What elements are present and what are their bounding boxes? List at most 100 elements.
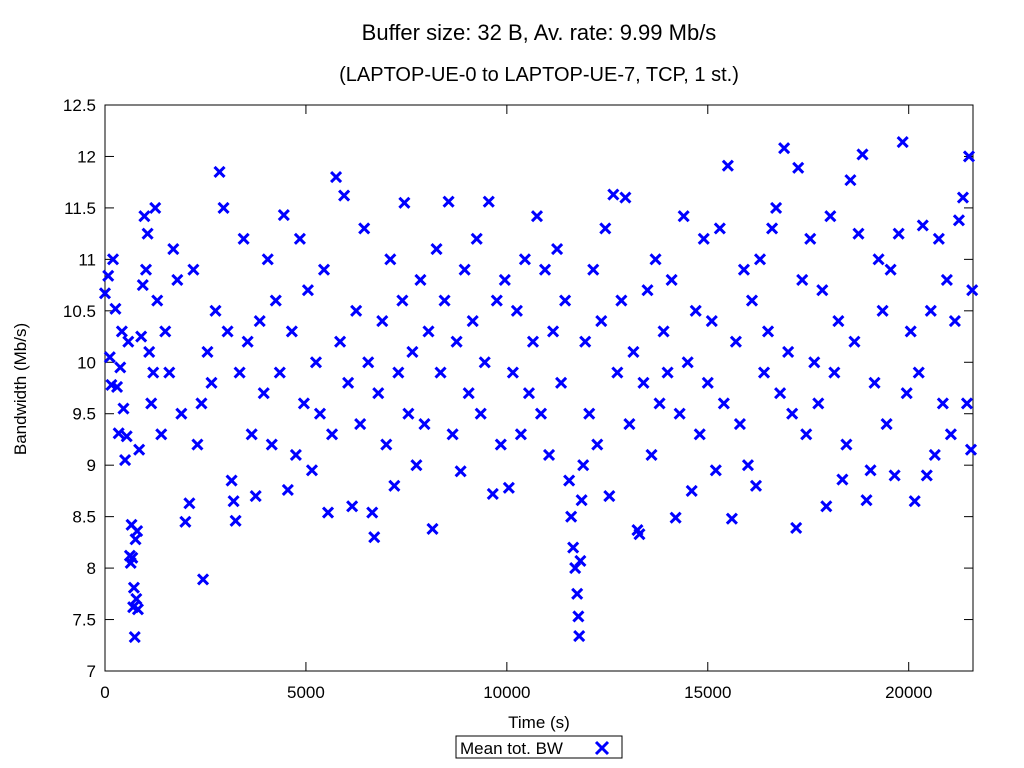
data-point xyxy=(201,345,214,359)
data-point xyxy=(128,630,141,644)
data-point xyxy=(102,269,115,282)
data-point xyxy=(526,335,540,348)
data-point xyxy=(804,232,817,245)
data-point xyxy=(645,448,658,461)
y-tick-label: 8.5 xyxy=(72,508,96,527)
data-point xyxy=(338,189,351,202)
data-point xyxy=(241,335,254,348)
data-point xyxy=(167,243,180,256)
data-point xyxy=(426,522,439,536)
data-point xyxy=(229,514,242,527)
chart-title: Buffer size: 32 B, Av. rate: 9.99 Mb/s xyxy=(362,20,717,45)
data-point xyxy=(506,366,519,379)
x-tick-label: 5000 xyxy=(287,683,325,702)
data-point xyxy=(422,325,435,338)
data-point xyxy=(940,273,953,287)
data-point xyxy=(372,387,385,400)
data-point xyxy=(880,417,893,431)
data-point xyxy=(195,397,208,410)
data-point xyxy=(317,263,331,276)
data-point xyxy=(112,427,125,440)
data-point xyxy=(868,376,881,389)
data-point xyxy=(774,387,787,400)
data-point xyxy=(410,459,423,472)
data-point xyxy=(611,366,624,379)
data-point xyxy=(573,629,586,643)
data-point xyxy=(627,345,640,359)
data-point xyxy=(661,366,674,379)
data-point xyxy=(860,494,873,507)
data-point xyxy=(392,366,405,379)
data-point xyxy=(233,366,246,379)
data-point xyxy=(964,443,978,456)
data-point xyxy=(599,222,612,235)
data-point xyxy=(398,196,411,209)
data-point xyxy=(840,438,853,451)
data-point xyxy=(446,428,459,441)
data-point xyxy=(145,397,158,410)
data-point xyxy=(782,345,795,359)
data-point xyxy=(816,284,829,297)
data-point xyxy=(245,428,258,441)
data-point xyxy=(808,356,821,369)
data-point xyxy=(191,438,204,451)
data-point xyxy=(820,500,833,513)
data-point xyxy=(171,273,184,287)
data-point xyxy=(709,464,722,477)
data-point xyxy=(778,142,791,155)
data-point xyxy=(478,356,491,369)
data-point xyxy=(753,253,767,266)
data-point xyxy=(438,294,451,307)
data-point xyxy=(888,469,901,482)
data-point xyxy=(313,407,327,420)
data-point xyxy=(179,515,192,528)
data-point xyxy=(872,253,885,266)
data-point xyxy=(916,219,929,232)
data-point xyxy=(486,487,499,501)
y-tick-label: 12.5 xyxy=(63,96,96,115)
data-point xyxy=(502,481,515,494)
data-point xyxy=(155,428,168,441)
data-point xyxy=(800,428,813,441)
y-tick-label: 11 xyxy=(78,250,96,269)
data-point xyxy=(649,253,662,266)
data-point xyxy=(103,351,116,364)
data-point xyxy=(117,402,130,415)
data-point xyxy=(330,170,343,184)
y-tick-label: 9 xyxy=(87,456,96,475)
data-point xyxy=(547,325,560,338)
data-point xyxy=(273,366,286,379)
data-point xyxy=(641,284,654,297)
data-point xyxy=(474,407,487,420)
data-point xyxy=(962,150,976,163)
data-point xyxy=(790,521,803,535)
data-point xyxy=(462,387,475,400)
data-point xyxy=(418,417,431,431)
data-point xyxy=(147,366,160,379)
data-point xyxy=(285,325,298,338)
y-tick-label: 12 xyxy=(77,147,96,166)
x-tick-label: 15000 xyxy=(684,683,731,702)
data-point xyxy=(498,273,511,287)
data-point xyxy=(693,428,706,441)
data-point xyxy=(571,587,584,600)
data-point xyxy=(591,438,604,451)
data-point xyxy=(721,159,734,172)
data-point xyxy=(388,479,401,492)
data-point xyxy=(466,315,479,328)
data-point xyxy=(225,474,238,487)
data-point xyxy=(665,273,678,287)
x-axis-label: Time (s) xyxy=(508,713,570,732)
data-point xyxy=(884,263,897,276)
x-tick-label: 10000 xyxy=(483,683,530,702)
data-point xyxy=(786,407,799,420)
data-point xyxy=(577,459,590,472)
data-point xyxy=(305,464,319,477)
y-tick-label: 7 xyxy=(87,662,96,681)
data-point xyxy=(350,304,363,317)
data-point xyxy=(745,294,759,307)
data-point xyxy=(669,511,682,524)
data-point xyxy=(928,448,941,461)
data-point xyxy=(522,387,536,400)
